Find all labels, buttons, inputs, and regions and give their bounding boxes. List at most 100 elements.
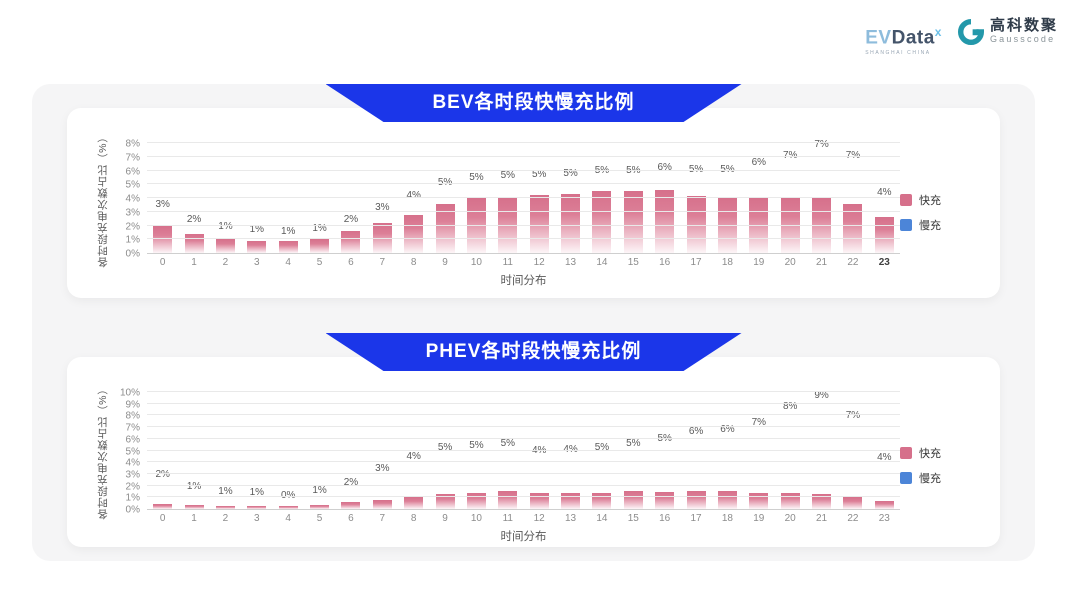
bar-hour-9[interactable]: 5%	[435, 144, 455, 253]
x-tick-label: 5	[316, 513, 323, 524]
segment-slow-charge	[718, 438, 737, 492]
bar-hour-15[interactable]: 5%	[623, 393, 643, 509]
bar-hour-21[interactable]: 9%	[812, 390, 832, 509]
bar-hour-3[interactable]: 1%	[247, 393, 267, 509]
gridline	[147, 197, 900, 198]
bar-hour-12[interactable]: 5%	[529, 144, 549, 253]
bar-hour-9[interactable]: 5%	[435, 393, 455, 509]
phev-y-ticks: 0% 1% 2% 3% 4% 5% 6% 7% 8% 9% 10%	[111, 388, 147, 516]
phev-legend: 快充 慢充	[900, 393, 978, 486]
segment-fast-charge	[466, 198, 486, 253]
x-tick-label: 11	[502, 513, 513, 524]
segment-fast-charge	[278, 240, 298, 253]
bar-hour-11[interactable]: 5%	[498, 144, 518, 253]
bar-hour-15[interactable]: 5%	[623, 144, 643, 253]
bar-hour-10[interactable]: 5%	[466, 393, 486, 509]
segment-slow-charge	[718, 178, 737, 197]
phev-chart-title-banner: PHEV各时段快慢充比例	[326, 333, 742, 371]
gridline	[147, 472, 900, 474]
bar-hour-23[interactable]: 4%	[874, 144, 894, 253]
bar-hour-22[interactable]: 7%	[843, 393, 863, 509]
bar-hour-1[interactable]: 1%	[184, 393, 204, 509]
segment-fast-charge	[812, 494, 832, 509]
y-tick-label: 4%	[125, 457, 140, 469]
bar-value-label: 7%	[751, 416, 767, 428]
bar-value-label: 5%	[437, 442, 453, 454]
bar-value-label: 4%	[877, 186, 892, 198]
bar-hour-7[interactable]: 3%	[372, 393, 392, 509]
bar-value-label: 1%	[186, 480, 202, 492]
bar-hour-4[interactable]: 0%	[278, 393, 298, 509]
bar-hour-8[interactable]: 4%	[404, 393, 424, 509]
segment-fast-charge	[247, 241, 267, 253]
segment-slow-charge	[687, 178, 706, 196]
x-tick-label: 4	[285, 513, 291, 524]
bar-hour-5[interactable]: 1%	[310, 144, 330, 253]
bar-hour-3[interactable]: 1%	[247, 144, 267, 253]
bar-hour-21[interactable]: 7%	[812, 139, 832, 253]
bar-value-label: 3%	[375, 201, 390, 213]
bar-hour-17[interactable]: 6%	[686, 393, 706, 509]
bar-hour-22[interactable]: 7%	[843, 144, 863, 253]
gridline	[147, 496, 900, 498]
y-tick-label: 9%	[125, 399, 140, 411]
segment-fast-charge	[592, 191, 612, 253]
bar-hour-18[interactable]: 5%	[717, 144, 737, 253]
segment-fast-charge	[686, 491, 706, 509]
legend-item-fast[interactable]: 快充	[900, 192, 978, 208]
bar-hour-8[interactable]: 4%	[404, 144, 424, 253]
bar-hour-11[interactable]: 5%	[498, 393, 518, 509]
segment-fast-charge	[529, 492, 549, 509]
bar-hour-10[interactable]: 5%	[466, 144, 486, 253]
bar-hour-12[interactable]: 4%	[529, 393, 549, 509]
segment-slow-charge	[404, 465, 423, 498]
x-tick-label: 23	[878, 513, 890, 524]
bar-hour-20[interactable]: 8%	[780, 393, 800, 509]
bar-hour-2[interactable]: 1%	[215, 393, 235, 509]
x-tick-label: 23	[878, 257, 890, 268]
bev-plot-area: 3%2%1%1%1%1%2%3%4%5%5%5%5%5%5%5%6%5%5%6%…	[147, 139, 900, 254]
bar-hour-23[interactable]: 4%	[874, 393, 894, 509]
segment-fast-charge	[404, 497, 424, 509]
bar-hour-19[interactable]: 7%	[749, 393, 769, 509]
bar-hour-13[interactable]: 5%	[561, 144, 581, 253]
bar-hour-17[interactable]: 5%	[686, 144, 706, 253]
bar-hour-14[interactable]: 5%	[592, 393, 612, 509]
gridline	[147, 169, 900, 171]
bar-hour-16[interactable]: 5%	[655, 393, 675, 509]
bar-hour-4[interactable]: 1%	[278, 144, 298, 253]
phev-plot-area: 2% 1% 1% 1% 0% 1% 2% 3% 4% 5% 5% 5% 4% 4% 5% 5% 5% 6% 6% 7%…	[147, 390, 900, 510]
segment-fast-charge	[874, 501, 894, 509]
x-tick-label: 16	[659, 513, 671, 524]
legend-label: 慢充	[919, 220, 941, 232]
bar-hour-1[interactable]: 2%	[184, 144, 204, 253]
bar-hour-0[interactable]: 3%	[153, 144, 173, 253]
bar-hour-16[interactable]: 6%	[655, 144, 675, 253]
bar-hour-5[interactable]: 1%	[310, 393, 330, 509]
evdata-ev-text: EV	[865, 27, 892, 49]
gausscode-logo: 高科数聚 Gausscode	[958, 18, 1058, 45]
segment-fast-charge	[623, 191, 643, 253]
legend-item-fast[interactable]: 快充	[900, 445, 978, 461]
x-tick-label: 16	[659, 257, 671, 268]
x-tick-label: 19	[753, 257, 765, 268]
gridline	[147, 402, 900, 404]
bar-hour-0[interactable]: 2%	[153, 393, 173, 509]
segment-fast-charge	[717, 491, 737, 509]
x-tick-label: 6	[348, 513, 354, 524]
bar-hour-13[interactable]: 4%	[561, 393, 581, 509]
legend-item-slow[interactable]: 慢充	[900, 470, 978, 486]
x-tick-label: 18	[721, 513, 733, 524]
bar-hour-14[interactable]: 5%	[592, 144, 612, 253]
bar-hour-7[interactable]: 3%	[372, 144, 392, 253]
legend-item-slow[interactable]: 慢充	[900, 217, 978, 233]
gridline	[147, 391, 900, 392]
bar-hour-6[interactable]: 2%	[341, 144, 361, 253]
gausscode-en-text: Gausscode	[989, 34, 1056, 44]
bar-hour-19[interactable]: 6%	[749, 144, 769, 253]
bar-hour-20[interactable]: 7%	[780, 144, 800, 253]
bar-hour-6[interactable]: 2%	[341, 393, 361, 509]
bar-hour-18[interactable]: 6%	[717, 393, 737, 509]
segment-fast-charge	[404, 214, 424, 253]
bar-hour-2[interactable]: 1%	[215, 144, 235, 253]
